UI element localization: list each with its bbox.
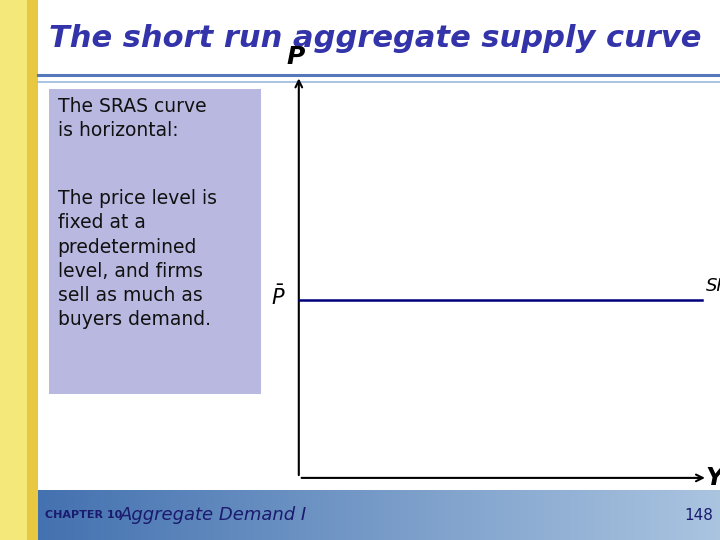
Text: The short run aggregate supply curve: The short run aggregate supply curve [49,24,701,53]
Text: Y: Y [706,466,720,490]
Text: Aggregate Demand I: Aggregate Demand I [120,506,307,524]
Text: $\bar{P}$: $\bar{P}$ [271,285,286,309]
Bar [0,0,27,540]
Text: The price level is
fixed at a
predetermined
level, and firms
sell as much as
buy: The price level is fixed at a predetermi… [58,189,217,329]
Text: P: P [286,45,305,69]
Text: 148: 148 [684,508,714,523]
Text: SRAS: SRAS [706,277,720,295]
Text: The SRAS curve
is horizontal:: The SRAS curve is horizontal: [58,97,206,140]
Text: CHAPTER 10: CHAPTER 10 [45,510,122,520]
Bar [27,0,38,540]
Bar [49,89,261,394]
